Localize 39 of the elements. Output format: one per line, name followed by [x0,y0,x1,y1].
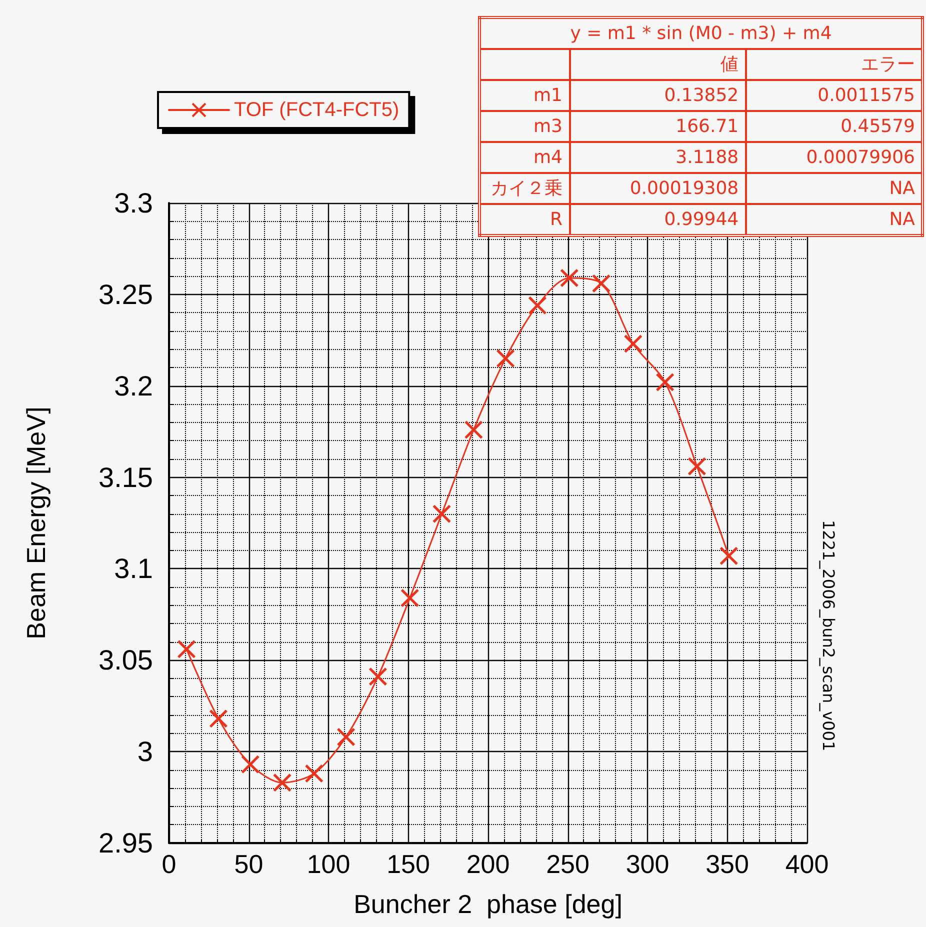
y-tick-label: 3.05 [98,644,153,676]
y-tick-label: 2.95 [98,828,153,858]
x-tick-label: 0 [162,849,176,879]
legend-label: TOF (FCT4-FCT5) [234,99,400,121]
text: y = m1 * sin (M0 - m3) + m4 [570,23,832,44]
y-tick-label: 3.2 [114,370,153,402]
text: 1221_2006_bun2_scan_v001 [818,520,838,754]
text: 0.45579 [840,116,915,137]
y-tick-label: 3.3 [114,188,153,218]
y-tick-label: 3.15 [98,462,153,493]
text: エラー [861,54,915,75]
y-tick-label: 3.1 [114,553,153,584]
text: NA [889,209,915,230]
x-tick-label: 100 [306,849,350,879]
x-tick-label: 250 [546,849,590,879]
annotation: 0.99944 [570,204,746,236]
text: m4 [534,147,562,168]
text: NA [889,178,915,199]
text: 0.00019308 [630,178,739,199]
x-tick-label: 400 [785,849,829,879]
text: 166.71 [676,116,739,137]
x-tick-label: 50 [234,849,264,879]
y-tick-label: 3 [137,736,153,768]
y-axis-title: Beam Energy [MeV] [21,406,51,640]
text: 0.00079906 [806,147,915,168]
x-tick-label: 200 [466,849,510,879]
text: m1 [534,85,562,106]
y-tick-label: 3.25 [98,278,153,310]
x-tick-label: 150 [386,849,430,879]
x-tick-label: 300 [626,849,670,879]
text: 3.1188 [676,147,739,168]
text: 値 [720,54,739,75]
text: m3 [534,116,562,137]
text: カイ２乗 [490,178,562,199]
text: 0.13852 [664,85,739,106]
annotation: R [480,204,570,236]
x-tick-label: 350 [706,849,749,879]
x-axis-title: Buncher 2 phase [deg] [354,889,622,919]
text: 0.0011575 [818,85,915,106]
